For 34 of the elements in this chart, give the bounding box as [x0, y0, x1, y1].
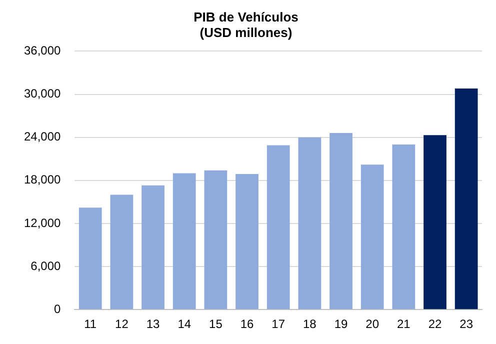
x-tick-label: 16: [240, 317, 254, 332]
bar: [392, 144, 416, 310]
y-tick-label: 0: [54, 302, 62, 316]
x-tick-label: 14: [178, 317, 192, 332]
x-tick-label: 11: [84, 317, 97, 332]
x-tick-label: 12: [115, 317, 129, 332]
bar: [330, 133, 352, 310]
x-tick-label: 23: [460, 317, 474, 332]
bar: [298, 137, 322, 310]
bar: [142, 185, 164, 310]
y-tick-label: 6,000: [30, 258, 62, 273]
x-tick-label: 21: [396, 317, 411, 332]
y-tick-label: 12,000: [24, 216, 62, 230]
x-tick-label: 22: [428, 317, 442, 332]
x-tick-label: 18: [303, 317, 317, 332]
x-tick-label: 19: [334, 317, 348, 332]
y-tick-label: 24,000: [24, 130, 62, 144]
y-tick-label: 30,000: [24, 86, 62, 101]
bar: [204, 170, 228, 310]
chart-title: PIB de Vehículos (USD millones): [194, 9, 298, 40]
bar: [110, 194, 134, 310]
bar: [424, 135, 446, 310]
bar: [236, 174, 258, 310]
bar: [172, 173, 196, 310]
x-tick-label: 17: [272, 317, 286, 332]
bar: [266, 145, 290, 310]
x-tick-label: 15: [209, 317, 223, 332]
y-tick-label: 18,000: [24, 172, 62, 187]
y-tick-label: 36,000: [24, 44, 62, 58]
x-tick-label: 13: [146, 317, 160, 332]
bar: [454, 88, 478, 310]
bar: [360, 164, 384, 310]
bar: [78, 208, 102, 310]
x-tick-label: 20: [366, 317, 380, 332]
